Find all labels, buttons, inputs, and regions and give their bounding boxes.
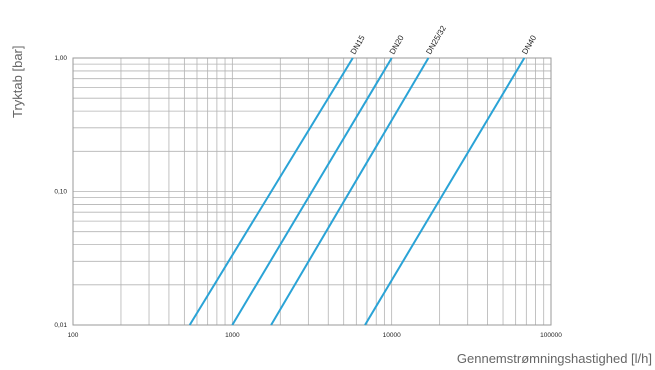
y-tick-label: 0,10 (54, 189, 67, 196)
y-tick-label: 0,01 (54, 322, 67, 329)
series-label: DN20 (388, 33, 406, 56)
series-label: DN25/32 (424, 24, 448, 56)
x-axis-title: Gennemstrømningshastighed [l/h] (457, 351, 652, 366)
x-axis-ticks: 100 1000 10000 100000 (68, 332, 563, 339)
x-tick-label: 100000 (540, 332, 562, 339)
y-axis-title: Tryktab [bar] (10, 46, 25, 118)
y-tick-label: 1,00 (54, 55, 67, 62)
series-label: DN40 (520, 33, 538, 56)
x-tick-label: 1000 (225, 332, 240, 339)
x-tick-label: 10000 (383, 332, 401, 339)
series-group: DN15 DN20 DN25/32 DN40 (190, 24, 539, 325)
series-label: DN15 (349, 33, 367, 56)
x-tick-label: 100 (68, 332, 79, 339)
y-axis-ticks: 0,01 0,10 1,00 (54, 55, 67, 329)
